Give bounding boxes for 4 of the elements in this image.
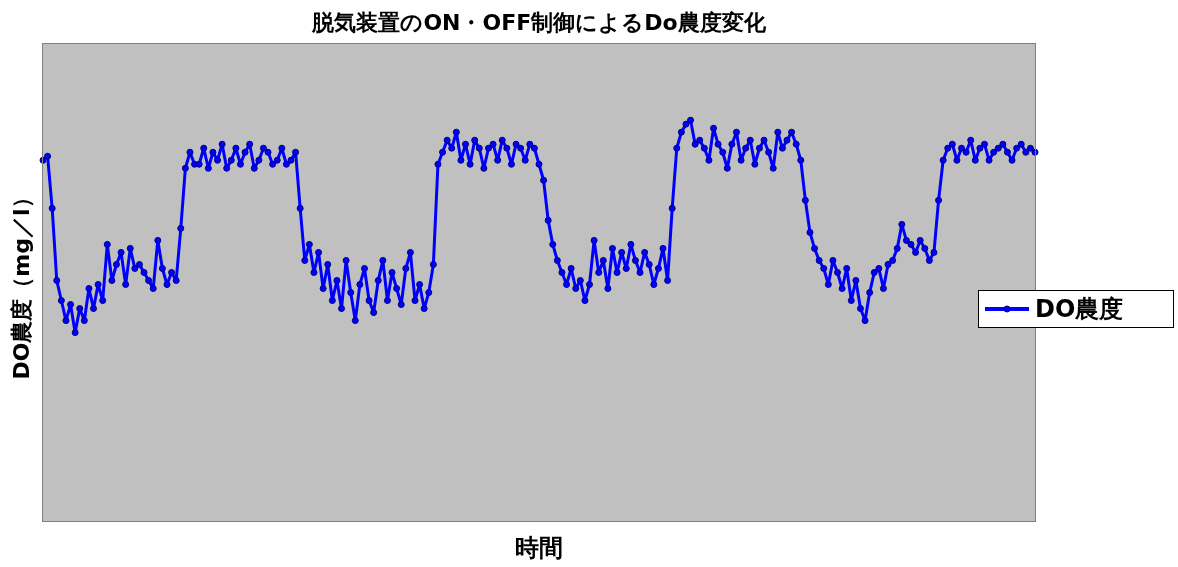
chart-title: 脱気装置のON・OFF制御によるDo農度変化	[311, 9, 767, 37]
y-axis-title: DO農度（mg／l）	[8, 186, 35, 380]
x-axis-title: 時間	[514, 533, 564, 564]
legend-label: DO農度	[1035, 294, 1124, 325]
